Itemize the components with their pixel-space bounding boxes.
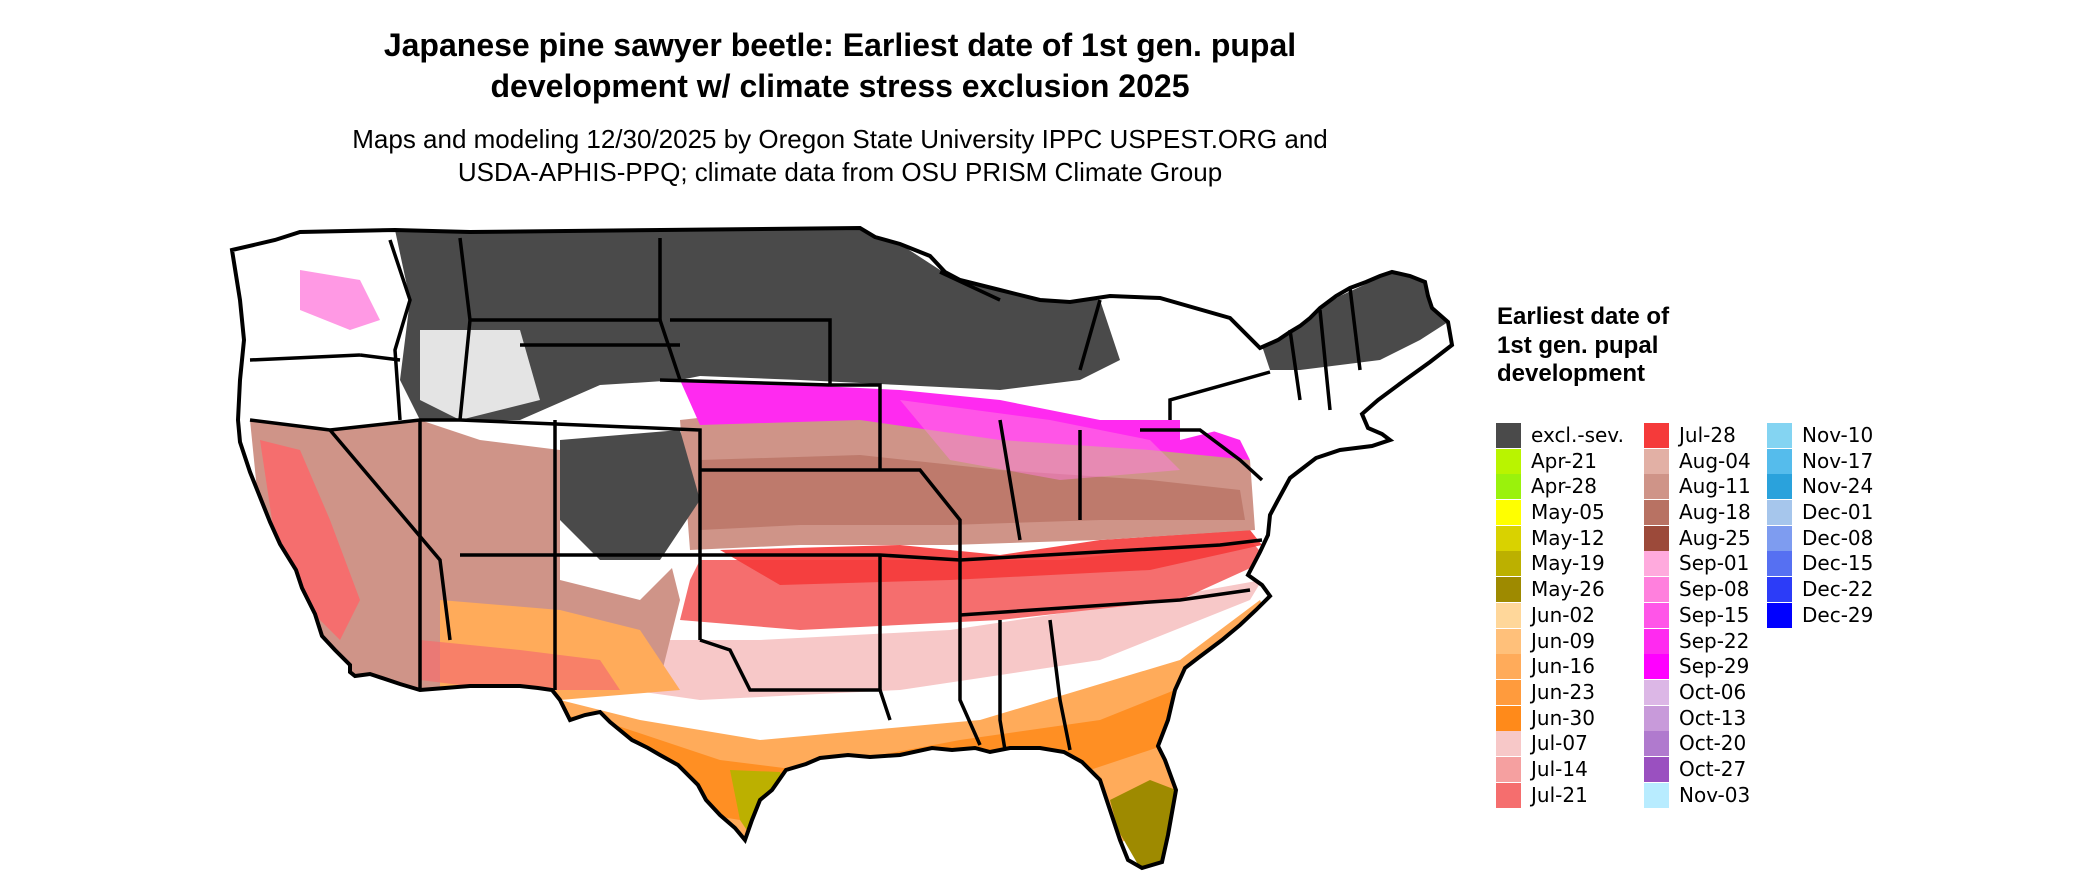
legend-swatch: [1644, 628, 1669, 654]
legend-swatch: [1644, 448, 1669, 474]
legend-label: Apr-21: [1531, 448, 1597, 473]
legend-swatch: [1644, 551, 1669, 577]
legend-swatch: [1644, 731, 1669, 757]
legend-label: Jun-23: [1531, 679, 1595, 704]
legend-swatch: [1767, 551, 1792, 577]
legend-label: Aug-04: [1679, 448, 1751, 473]
legend-label: Oct-06: [1679, 679, 1747, 704]
legend-label: Jun-30: [1531, 705, 1595, 730]
legend-label: May-19: [1531, 551, 1605, 576]
legend-label: Jul-07: [1531, 731, 1588, 756]
legend-label: Sep-01: [1679, 551, 1750, 576]
legend-label: Sep-22: [1679, 628, 1750, 653]
legend-label: Oct-20: [1679, 731, 1747, 756]
legend-swatch: [1767, 500, 1792, 526]
legend-swatch: [1496, 474, 1521, 500]
legend-swatch: [1644, 654, 1669, 680]
legend-label: Dec-08: [1802, 525, 1874, 550]
legend-label: Aug-18: [1679, 500, 1751, 525]
legend-label: Jul-14: [1531, 756, 1588, 781]
legend-label: Nov-17: [1802, 448, 1874, 473]
legend-swatch: [1496, 577, 1521, 603]
map-subtitle-line-1: Maps and modeling 12/30/2025 by Oregon S…: [352, 124, 1328, 154]
legend-swatch: [1644, 474, 1669, 500]
legend-label: Oct-27: [1679, 756, 1747, 781]
legend-swatch: [1496, 423, 1521, 448]
legend-swatch: [1496, 756, 1521, 782]
legend-swatch: [1496, 525, 1521, 551]
us-map: [229, 225, 1455, 871]
legend-swatch: [1496, 654, 1521, 680]
legend-swatch: [1496, 731, 1521, 757]
legend-label: Sep-29: [1679, 654, 1750, 679]
legend-label: Aug-11: [1679, 474, 1751, 499]
legend-label: Dec-22: [1802, 577, 1874, 602]
legend-label: Jun-02: [1531, 602, 1595, 627]
map-subtitle-line-2: USDA-APHIS-PPQ; climate data from OSU PR…: [457, 157, 1223, 187]
legend-swatch: [1496, 448, 1521, 474]
legend-swatch: [1644, 782, 1669, 808]
legend-swatch: [1767, 577, 1792, 603]
legend-label: Apr-28: [1531, 474, 1597, 499]
legend-title: Earliest date of 1st gen. pupal developm…: [1497, 303, 1670, 387]
legend-swatch: [1644, 577, 1669, 603]
legend-swatch: [1644, 423, 1669, 448]
legend-swatch: [1644, 756, 1669, 782]
map-title-line-2: development w/ climate stress exclusion …: [490, 68, 1190, 104]
legend-swatch: [1644, 525, 1669, 551]
legend-label: Aug-25: [1679, 525, 1751, 550]
legend-label: Nov-03: [1679, 782, 1751, 807]
legend-label: Dec-29: [1802, 602, 1874, 627]
legend-label: excl.-sev.: [1531, 423, 1624, 447]
map-title-line-1: Japanese pine sawyer beetle: Earliest da…: [383, 27, 1297, 63]
legend-label: May-12: [1531, 525, 1605, 550]
legend-swatch: [1644, 679, 1669, 705]
legend-label: Nov-10: [1802, 423, 1874, 447]
legend-swatch: [1644, 705, 1669, 731]
legend-swatch: [1496, 551, 1521, 577]
legend-label: Oct-13: [1679, 705, 1747, 730]
legend-swatch: [1767, 525, 1792, 551]
legend-swatch: [1767, 602, 1792, 628]
legend-swatch: [1496, 500, 1521, 526]
legend-swatch: [1644, 602, 1669, 628]
legend-label: Jul-28: [1679, 423, 1736, 447]
legend-swatch: [1767, 448, 1792, 474]
legend-swatch: [1644, 500, 1669, 526]
legend-label: Sep-08: [1679, 577, 1750, 602]
legend-swatch: [1496, 705, 1521, 731]
legend-label: May-26: [1531, 577, 1605, 602]
legend-label: Jun-09: [1531, 628, 1595, 653]
legend-label: Nov-24: [1802, 474, 1874, 499]
legend-label: May-05: [1531, 500, 1605, 525]
legend-label: Dec-01: [1802, 500, 1874, 525]
legend-swatch: [1496, 628, 1521, 654]
legend-swatch: [1496, 602, 1521, 628]
legend-label: Jun-16: [1531, 654, 1595, 679]
legend-label: Sep-15: [1679, 602, 1750, 627]
legend-swatch: [1496, 679, 1521, 705]
legend-label: Jul-21: [1531, 782, 1588, 807]
legend-label: Dec-15: [1802, 551, 1874, 576]
legend-swatch: [1767, 474, 1792, 500]
legend-swatch: [1767, 423, 1792, 448]
legend-swatch: [1496, 782, 1521, 808]
us-outline: [229, 225, 1455, 871]
